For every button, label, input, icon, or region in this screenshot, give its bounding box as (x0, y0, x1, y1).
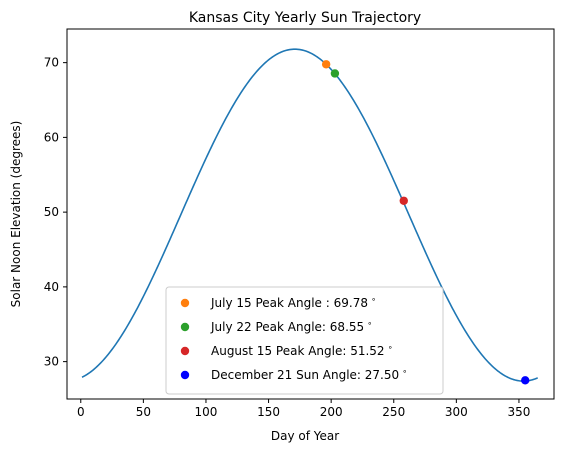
y-tick-label: 50 (44, 205, 59, 219)
x-tick-label: 150 (257, 405, 280, 419)
x-tick-label: 250 (382, 405, 405, 419)
legend: July 15 Peak Angle : 69.78 ∘ July 22 Peak … (165, 286, 444, 395)
legend-box (165, 286, 444, 395)
legend-marker (180, 370, 190, 380)
y-axis: 30 40 50 60 70 (44, 56, 67, 369)
y-tick-label: 60 (44, 130, 59, 144)
legend-entry: July 15 Peak Angle : 69.78 ∘ (210, 295, 376, 310)
y-axis-label: Solar Noon Elevation (degrees) (9, 121, 23, 308)
x-tick-label: 100 (195, 405, 218, 419)
legend-marker (180, 322, 190, 332)
x-tick-label: 50 (136, 405, 151, 419)
legend-entry: July 22 Peak Angle: 68.55 ∘ (210, 319, 372, 334)
legend-marker (180, 346, 190, 356)
x-axis-label: Day of Year (271, 429, 339, 443)
y-tick-label: 30 (44, 355, 59, 369)
data-point (399, 196, 408, 205)
x-tick-label: 350 (507, 405, 530, 419)
plot-area: 0 50 100 150 200 250 300 350 30 40 50 60 70 (44, 28, 555, 419)
legend-entry: December 21 Sun Angle: 27.50 ∘ (211, 367, 407, 382)
data-points (321, 60, 530, 385)
y-tick-label: 70 (44, 56, 59, 70)
data-point (330, 69, 340, 78)
x-axis: 0 50 100 150 200 250 300 350 (77, 399, 530, 419)
y-tick-label: 40 (44, 280, 59, 294)
x-tick-label: 200 (320, 405, 343, 419)
x-tick-label: 0 (77, 405, 85, 419)
plot-frame (66, 28, 555, 400)
data-point (521, 376, 530, 385)
chart-title: Kansas City Yearly Sun Trajectory (189, 10, 421, 26)
x-tick-label: 300 (445, 405, 468, 419)
legend-marker (180, 298, 190, 308)
sun-trajectory-line (81, 48, 539, 382)
legend-entry: August 15 Peak Angle: 51.52 ∘ (211, 343, 393, 358)
data-point (321, 60, 331, 69)
